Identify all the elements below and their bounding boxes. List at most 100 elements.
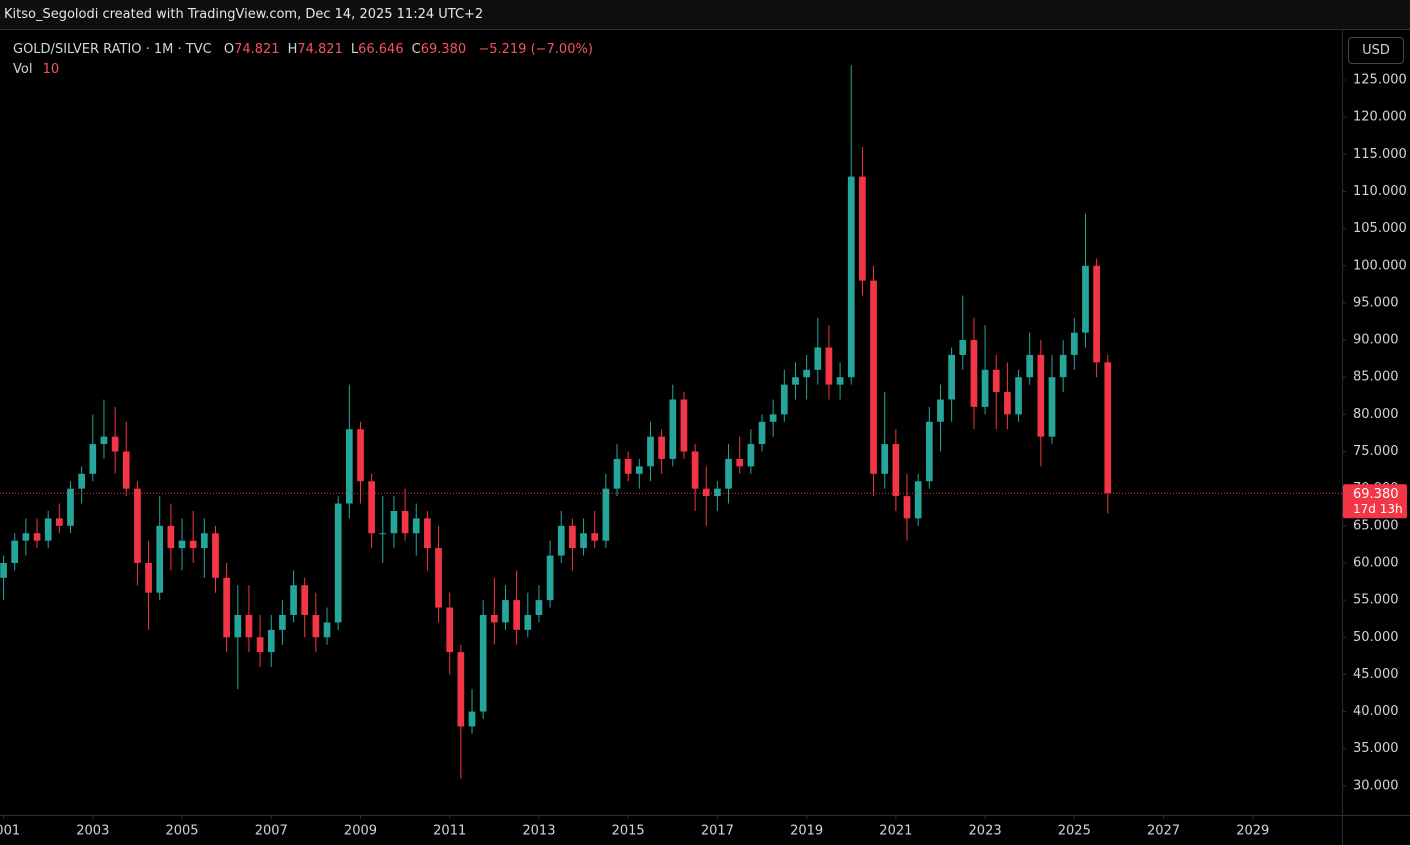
plot-area <box>0 65 1342 779</box>
candle-body <box>412 518 420 534</box>
candle-body <box>89 444 97 474</box>
candle-body <box>468 711 476 727</box>
legend: GOLD/SILVER RATIO · 1M · TVC O74.821 H74.… <box>13 40 593 80</box>
candle-body <box>111 436 119 452</box>
candle-body <box>937 399 944 422</box>
x-tick-label: 2011 <box>433 824 466 839</box>
candle-body <box>870 280 877 474</box>
candle-body <box>546 555 554 601</box>
x-tick-label: 2005 <box>165 824 198 839</box>
candle-body <box>145 562 152 593</box>
candle-body <box>736 458 744 467</box>
candle-body <box>1082 265 1089 333</box>
change: −5.219 (−7.00%) <box>478 42 593 57</box>
field-label: C <box>411 42 421 57</box>
field-value: 66.646 <box>358 42 404 57</box>
y-tick-label: 55.000 <box>1353 593 1399 608</box>
candle-body <box>479 614 487 712</box>
candle-body <box>903 496 911 519</box>
x-tick-label: 2013 <box>522 824 555 839</box>
candle-body <box>859 176 866 281</box>
y-tick-label: 30.000 <box>1353 778 1399 793</box>
y-tick-label: 120.000 <box>1353 110 1407 125</box>
candle-body <box>0 562 7 578</box>
candle-body <box>1059 354 1067 378</box>
y-tick-label: 110.000 <box>1353 184 1407 199</box>
y-tick-label: 75.000 <box>1353 444 1399 459</box>
candle-body <box>702 488 710 497</box>
axes: 30.000 35.000 40.000 45.000 50.000 55.000 60.0… <box>0 73 1407 839</box>
candle-body <box>33 533 41 541</box>
candle-body <box>212 533 219 578</box>
candle-body <box>256 637 264 653</box>
candle-body <box>323 622 331 638</box>
x-tick-label: 2007 <box>255 824 288 839</box>
candle-body <box>669 399 677 459</box>
candle-body <box>167 525 175 549</box>
candle-body <box>1026 354 1034 378</box>
candle-body <box>457 652 465 727</box>
candle-body <box>970 340 978 407</box>
y-tick-label: 115.000 <box>1353 147 1407 162</box>
candle-body <box>301 585 309 615</box>
candle-body <box>535 600 543 615</box>
y-tick-label: 100.000 <box>1353 258 1407 273</box>
candle-body <box>613 458 621 489</box>
y-tick-label: 65.000 <box>1353 518 1399 533</box>
field-label: H <box>287 42 298 57</box>
candle-body <box>803 369 810 378</box>
x-tick-label: 2025 <box>1058 824 1091 839</box>
x-tick-label: 2021 <box>879 824 912 839</box>
volume-row: Vol 10 <box>13 60 593 80</box>
y-tick-label: 95.000 <box>1353 295 1399 310</box>
candle-body <box>245 614 253 638</box>
candle-body <box>513 600 520 630</box>
candle-body <box>624 458 632 474</box>
field-value: 74.821 <box>297 42 343 57</box>
candle-body <box>981 369 989 407</box>
y-tick-label: 85.000 <box>1353 370 1399 385</box>
x-tick-label: 2017 <box>701 824 734 839</box>
field-value: 69.380 <box>420 42 467 57</box>
candle-body <box>647 436 654 467</box>
candle-body <box>914 481 922 519</box>
field-label: O <box>223 42 235 57</box>
candle-body <box>591 533 599 541</box>
candle-body <box>1093 265 1100 363</box>
volume-value: 10 <box>42 62 60 77</box>
candle-body <box>390 510 398 534</box>
candle-body <box>334 503 342 623</box>
y-tick-label: 45.000 <box>1353 667 1399 682</box>
candle-body <box>78 473 85 489</box>
candle-body <box>602 488 610 541</box>
y-tick-label: 105.000 <box>1353 221 1407 236</box>
candle-body <box>1048 377 1056 437</box>
candle-body <box>814 347 822 370</box>
price-tag <box>1343 484 1407 519</box>
legend-row: GOLD/SILVER RATIO · 1M · TVC O74.821 H74.… <box>13 40 593 60</box>
candle-body <box>446 607 454 653</box>
currency-button[interactable]: USD <box>1348 37 1404 64</box>
x-tick-label: 2009 <box>344 824 377 839</box>
candle-body <box>747 444 755 467</box>
candle-body <box>234 614 242 638</box>
candle-body <box>368 481 375 534</box>
candle-body <box>769 414 777 422</box>
candle-body <box>580 533 587 549</box>
candle-body <box>658 436 665 459</box>
candle-body <box>1037 354 1045 437</box>
candle-body <box>189 540 197 549</box>
y-tick-label: 125.000 <box>1353 73 1407 88</box>
y-tick-label: 50.000 <box>1353 630 1399 645</box>
candle-body <box>178 540 186 549</box>
y-tick-label: 60.000 <box>1353 555 1399 570</box>
candle-body <box>357 429 364 482</box>
candle-body <box>1015 377 1022 415</box>
candle-body <box>691 451 699 489</box>
y-tick-label: 40.000 <box>1353 704 1399 719</box>
symbol: GOLD/SILVER RATIO · 1M · TVC <box>13 42 212 57</box>
candle-body <box>825 347 833 385</box>
volume-label: Vol <box>13 62 33 77</box>
price-tag-countdown: 17d 13h <box>1353 502 1403 516</box>
field-label: L <box>350 42 359 57</box>
